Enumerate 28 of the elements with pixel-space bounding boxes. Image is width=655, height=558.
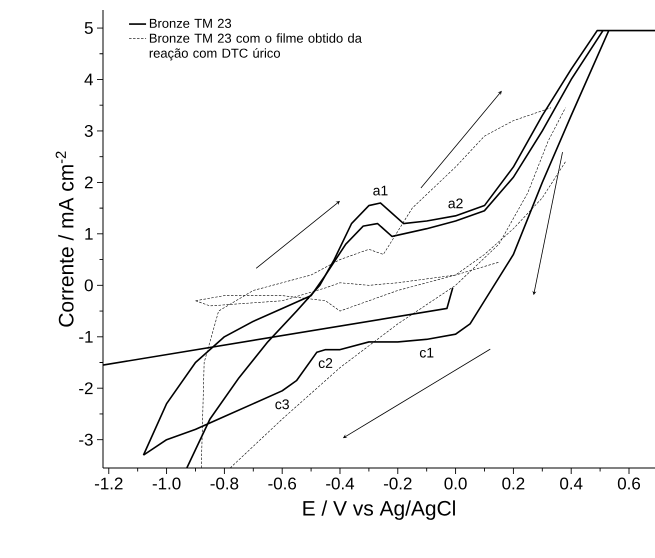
x-tick-label: -0.2	[384, 478, 412, 490]
x-tick-label: 0.0	[444, 478, 467, 490]
y-tick-label: 0	[84, 279, 93, 292]
y-tick-label: 2	[84, 176, 93, 188]
annotation: c2	[318, 358, 332, 368]
x-tick-label: -1.2	[94, 478, 123, 490]
x-tick-label: -1.0	[152, 478, 181, 490]
y-tick-label: 5	[84, 22, 93, 34]
y-tick-label: 1	[85, 228, 93, 240]
legend-label: Bronze TM 23 com o filme obtido da reação com DTC úrico	[150, 33, 362, 60]
annotation: a2	[448, 198, 463, 208]
legend-label: Bronze TM 23	[150, 18, 232, 28]
annotation: c1	[420, 348, 434, 358]
x-tick-label: 0.2	[502, 478, 524, 490]
x-tick-label: 0.6	[618, 478, 640, 490]
x-tick-label: -0.4	[326, 478, 354, 490]
y-tick-label: -2	[79, 382, 93, 394]
annotation: c3	[275, 399, 289, 410]
y-tick-label: -3	[79, 434, 93, 446]
annotation: a1	[373, 186, 388, 196]
y-axis-title: Corrente / mA cm$^{-2}$	[56, 152, 74, 327]
x-tick-label: -0.8	[210, 478, 238, 490]
x-tick-label: -0.6	[268, 478, 296, 490]
x-axis-title: E / V vs Ag/AgCl	[303, 500, 455, 520]
y-tick-label: 4	[84, 74, 93, 86]
y-tick-label: 3	[84, 124, 93, 137]
x-tick-label: 0.4	[560, 478, 582, 490]
y-tick-label: -1	[79, 330, 93, 343]
